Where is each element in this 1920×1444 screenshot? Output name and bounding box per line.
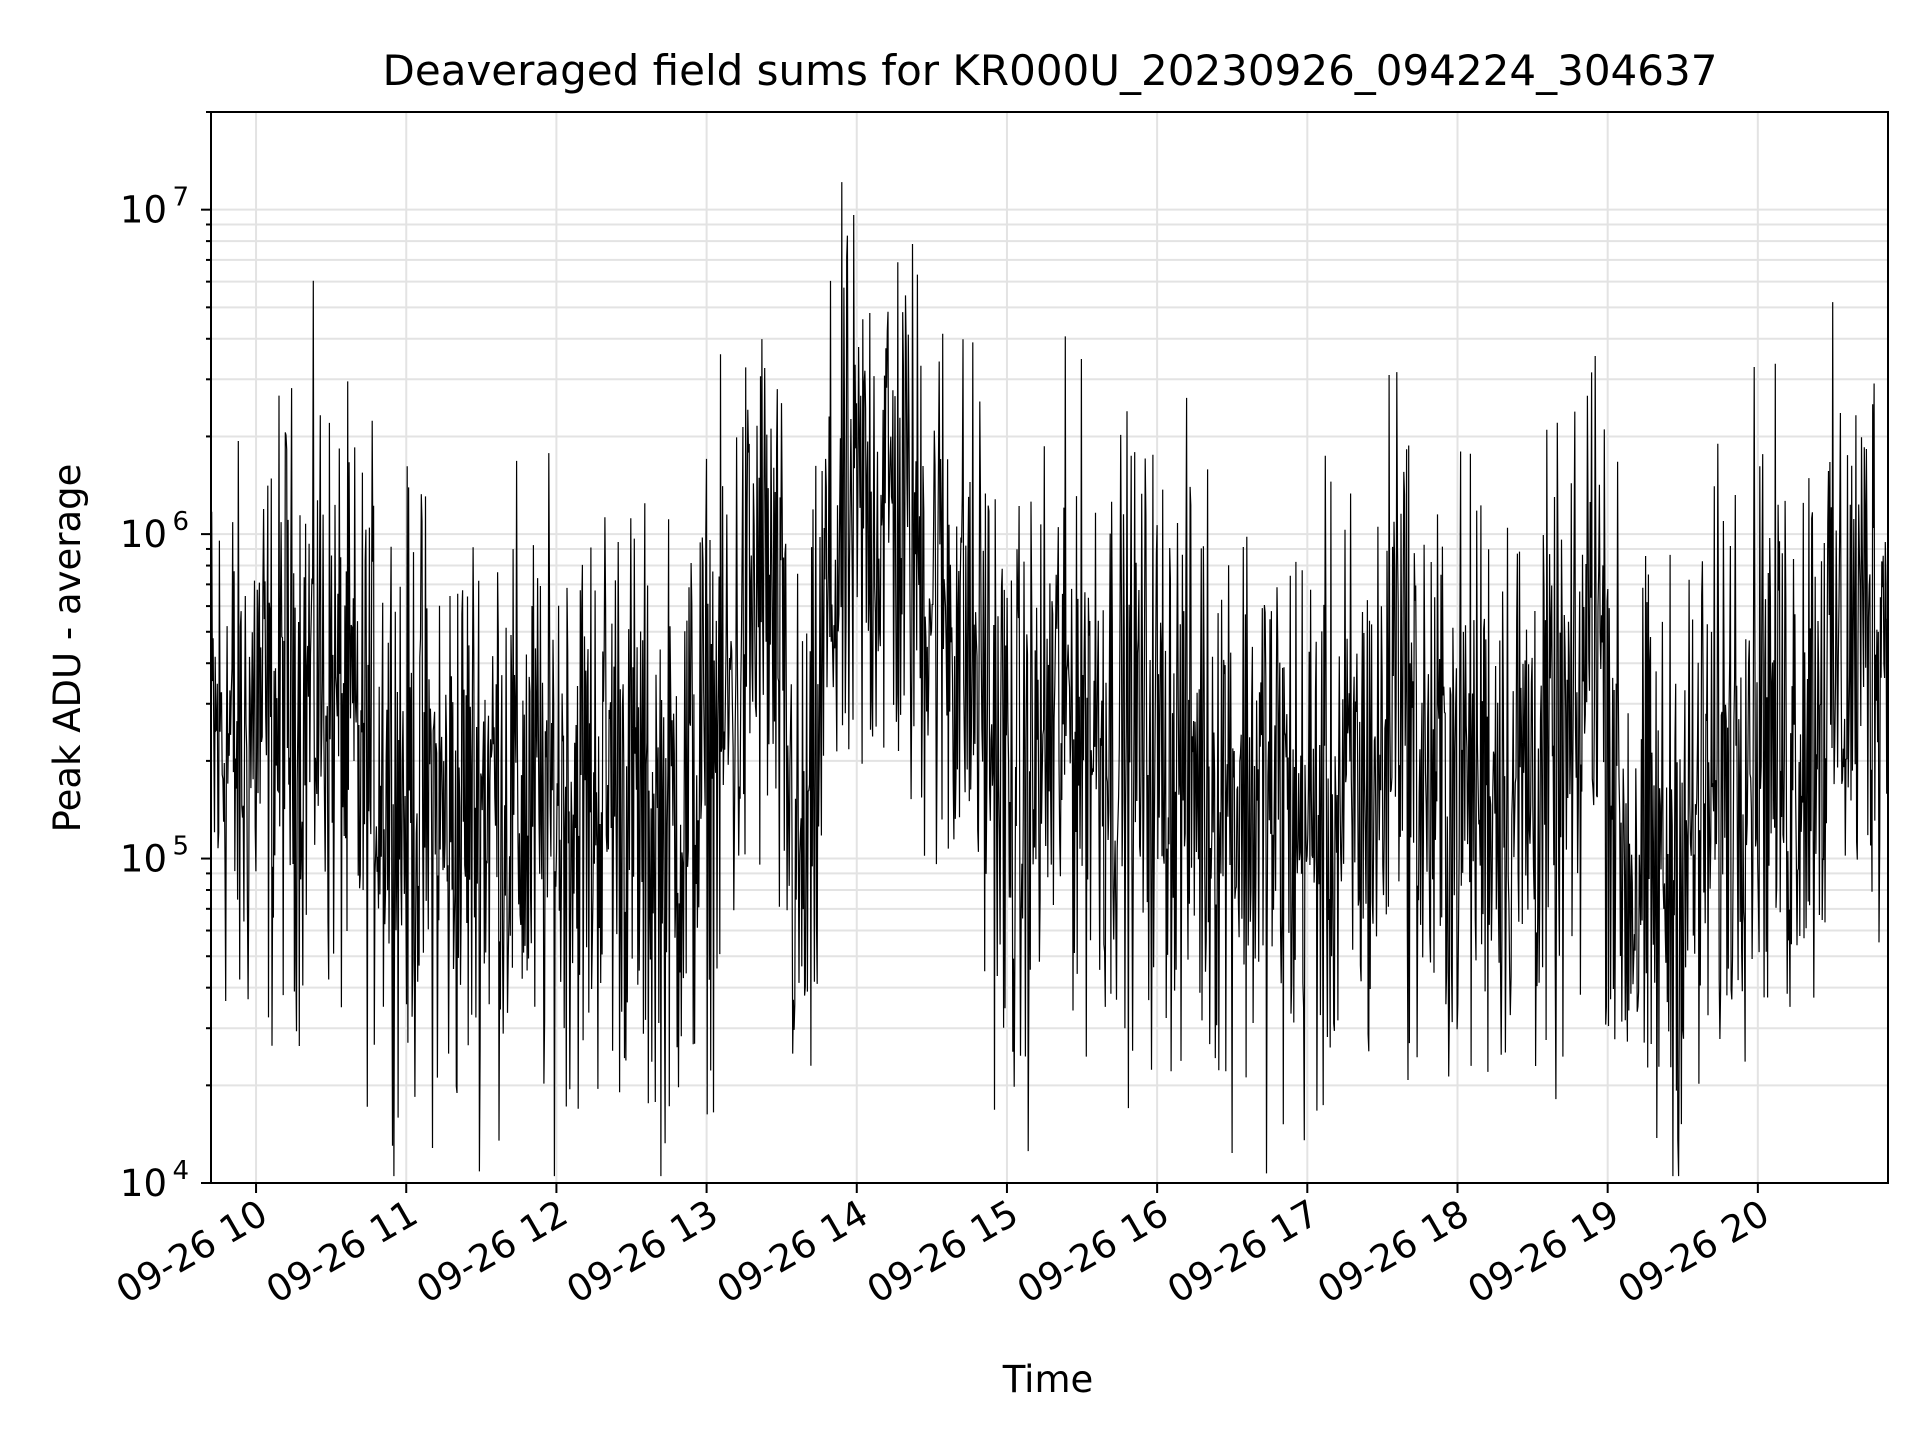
x-tick-label: 09-26 17	[1160, 1192, 1326, 1312]
chart-title: Deaveraged field sums for KR000U_2023092…	[383, 46, 1718, 95]
series-layer	[210, 182, 1888, 1177]
y-axis-label: Peak ADU - average	[46, 464, 89, 833]
plot-frame	[210, 111, 1889, 1184]
x-tick-label: 09-26 14	[710, 1192, 876, 1312]
y-tick-label: 10	[120, 189, 167, 232]
x-tick-label: 09-26 13	[560, 1192, 726, 1312]
y-tick-label: 10	[120, 1162, 167, 1205]
series-line	[210, 182, 1888, 1177]
x-tick-label: 09-26 12	[409, 1192, 575, 1312]
x-tick-label: 09-26 16	[1010, 1192, 1176, 1312]
y-tick-label: 10	[120, 838, 167, 881]
y-tick-exponent: 7	[172, 183, 189, 213]
y-tick-exponent: 6	[172, 507, 189, 537]
y-tick-exponent: 5	[172, 832, 189, 862]
y-tick-exponent: 4	[172, 1156, 189, 1186]
x-tick-label: 09-26 10	[109, 1192, 275, 1312]
x-tick-label: 09-26 20	[1611, 1192, 1777, 1312]
x-tick-label: 09-26 18	[1310, 1192, 1476, 1312]
x-tick-label: 09-26 15	[860, 1192, 1026, 1312]
x-tick-label: 09-26 19	[1461, 1192, 1627, 1312]
x-tick-label: 09-26 11	[259, 1192, 425, 1312]
x-axis-label: Time	[1002, 1358, 1094, 1401]
y-tick-label: 10	[120, 513, 167, 556]
